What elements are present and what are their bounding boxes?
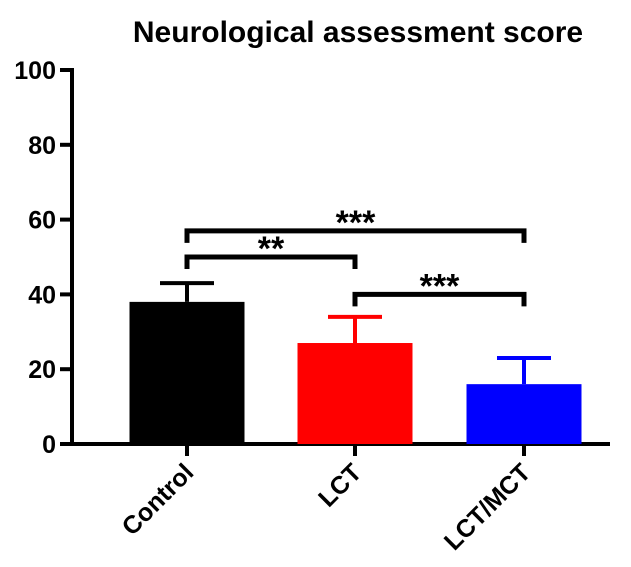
y-tick-label: 100	[14, 57, 56, 85]
significance-label: ***	[336, 204, 376, 242]
y-tick-label: 0	[42, 431, 56, 459]
error-bar	[160, 281, 214, 302]
x-tick-label: LCT	[313, 458, 367, 512]
y-tick-label: 80	[28, 132, 56, 160]
x-tick-label: Control	[117, 458, 200, 541]
bar	[297, 343, 413, 444]
significance-label: ***	[420, 267, 460, 305]
y-tick-label: 60	[28, 207, 56, 235]
significance-bracket	[184, 228, 527, 243]
significance-bracket	[184, 254, 358, 269]
y-tick-label: 20	[28, 356, 56, 384]
error-bar	[497, 355, 551, 385]
error-bar	[328, 314, 382, 344]
bar	[466, 384, 582, 444]
bar	[129, 301, 245, 444]
significance-bracket	[352, 291, 527, 307]
y-tick-label: 40	[28, 281, 56, 309]
significance-label: **	[258, 230, 285, 268]
x-tick-label: LCT/MCT	[439, 458, 536, 555]
chart-title: Neurological assessment score	[133, 16, 583, 49]
